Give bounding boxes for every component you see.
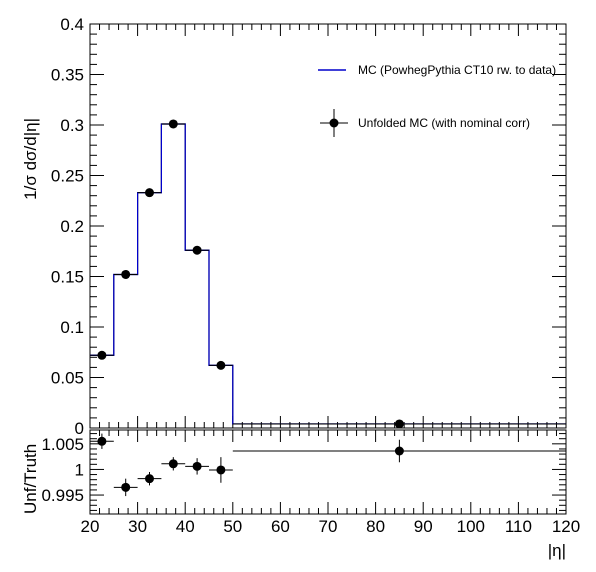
x-tick-label: 110 xyxy=(505,517,532,536)
ratio-point xyxy=(192,461,202,471)
unfolded-point xyxy=(216,360,226,370)
unfolded-point xyxy=(394,419,404,429)
unfolded-point xyxy=(192,245,202,255)
ratio-y-tick-label: 1.005 xyxy=(41,435,84,454)
ratio-point xyxy=(168,459,178,469)
ratio-ticks: 0.995 1 1.005 20 30 40 50 60 70 80 90 100 110 120 xyxy=(41,430,580,536)
x-tick-label: 30 xyxy=(128,517,147,536)
x-tick-label: 90 xyxy=(414,517,433,536)
y-tick-label: 0.2 xyxy=(60,217,84,236)
y-tick-label: 0.05 xyxy=(51,369,84,388)
y-tick-label: 0.4 xyxy=(60,15,84,34)
ratio-y-tick-label: 0.995 xyxy=(41,486,84,505)
x-tick-label: 120 xyxy=(552,517,580,536)
ratio-point xyxy=(216,465,226,475)
x-tick-label: 40 xyxy=(176,517,195,536)
legend-unfolded-marker xyxy=(329,118,339,128)
ratio-y-axis-title: Unf/Truth xyxy=(21,444,40,514)
x-axis-title: |η| xyxy=(548,541,566,560)
y-tick-label: 0.3 xyxy=(60,116,84,135)
x-tick-label: 50 xyxy=(223,517,242,536)
x-tick-label: 100 xyxy=(457,517,485,536)
main-y-axis-title: 1/σ dσ/d|η| xyxy=(21,118,40,200)
legend-mc-label: MC (PowhegPythia CT10 rw. to data) xyxy=(358,63,556,77)
main-panel: 0 0.05 0.1 0.15 0.2 0.25 0.3 0.35 0.4 1/σ dσ/d|η… xyxy=(21,15,567,438)
x-tick-label: 60 xyxy=(271,517,290,536)
unfolded-point xyxy=(168,119,178,129)
ratio-point xyxy=(121,482,131,492)
legend: MC (PowhegPythia CT10 rw. to data) Unfol… xyxy=(318,63,556,137)
main-ticks: 0 0.05 0.1 0.15 0.2 0.25 0.3 0.35 0.4 xyxy=(51,15,567,438)
ratio-point xyxy=(97,436,107,446)
ratio-points xyxy=(97,436,404,492)
unfolded-point xyxy=(145,188,154,198)
y-tick-label: 0.35 xyxy=(51,66,84,85)
ratio-y-tick-label: 1 xyxy=(75,460,84,479)
x-tick-label: 20 xyxy=(81,517,100,536)
x-tick-label: 80 xyxy=(366,517,385,536)
y-tick-label: 0.15 xyxy=(51,268,84,287)
ratio-panel: 0.995 1 1.005 20 30 40 50 60 70 80 90 100 110 120 Unf… xyxy=(21,429,580,560)
ratio-point xyxy=(145,474,154,484)
y-tick-label: 0.25 xyxy=(51,167,84,186)
y-tick-label: 0 xyxy=(75,419,84,438)
unfolded-point xyxy=(97,350,107,360)
legend-unfolded-label: Unfolded MC (with nominal corr) xyxy=(358,116,530,130)
ratio-point xyxy=(394,446,404,456)
unfolded-point xyxy=(121,269,131,279)
x-tick-label: 70 xyxy=(319,517,338,536)
y-tick-label: 0.1 xyxy=(60,318,84,337)
unfolded-points xyxy=(90,119,566,429)
